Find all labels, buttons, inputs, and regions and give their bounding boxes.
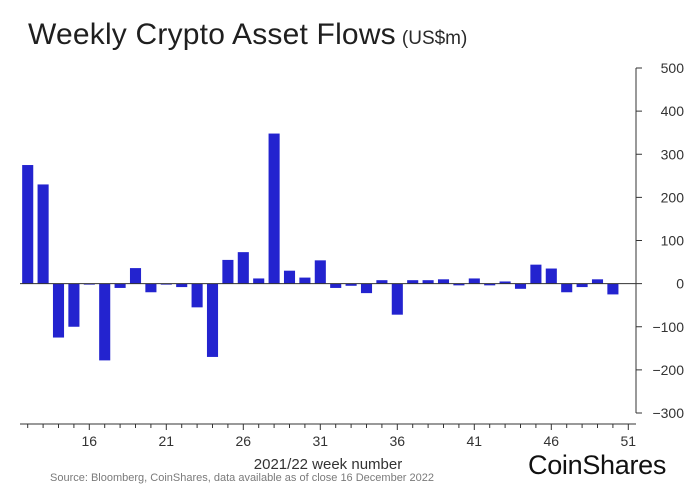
bar-week-35 (376, 280, 388, 284)
bar-week-44 (514, 283, 527, 289)
bar-week-41 (468, 278, 480, 284)
bar-week-49 (591, 279, 604, 284)
bar-week-12 (22, 165, 34, 284)
x-axis: 16 21 26 31 36 41 46 51 (20, 423, 637, 449)
bar-week-21 (160, 283, 172, 285)
bar-week-28 (268, 133, 280, 284)
bar-week-25 (222, 259, 234, 284)
coinshares-logo: CoinShares (528, 450, 667, 480)
bar-week-30 (299, 277, 311, 284)
bar-week-18 (114, 283, 126, 288)
bar-week-48 (576, 283, 588, 288)
bar-week-13 (37, 184, 49, 284)
x-tick-label: 16 (82, 433, 98, 449)
x-tick-label: 41 (467, 433, 483, 449)
x-axis-label: 2021/22 week number (253, 456, 403, 473)
bar-week-26 (237, 252, 249, 284)
bar-week-45 (530, 264, 542, 284)
bar-week-37 (407, 280, 419, 284)
bar-week-20 (145, 283, 157, 293)
bar-week-22 (176, 283, 188, 288)
bar-week-34 (360, 283, 373, 294)
bar-week-16 (83, 283, 95, 285)
y-tick-label: 500 (661, 60, 685, 76)
x-tick-label: 36 (390, 433, 406, 449)
bar-week-43 (499, 281, 511, 284)
y-axis: 500 400 300 200 100 0 −100 −200 −300 (635, 60, 685, 421)
y-tick-label: −200 (652, 362, 684, 378)
chart-title-block: Weekly Crypto Asset Flows (US$m) (28, 18, 467, 52)
bar-week-23 (191, 283, 203, 308)
bar-week-24 (206, 283, 219, 357)
bar-week-14 (52, 283, 65, 338)
y-tick-label: 200 (661, 189, 685, 205)
bar-week-19 (129, 268, 142, 284)
y-tick-label: −100 (652, 319, 684, 335)
bar-week-40 (453, 283, 465, 286)
bar-week-39 (437, 279, 450, 284)
bar-week-42 (484, 283, 496, 286)
x-tick-label: 51 (621, 433, 637, 449)
bars-group (22, 133, 619, 361)
x-tick-label: 31 (313, 433, 329, 449)
bar-week-15 (68, 283, 80, 327)
bar-week-33 (345, 283, 357, 286)
bar-week-38 (422, 280, 434, 284)
bar-week-17 (99, 283, 111, 361)
chart-unit: (US$m) (401, 28, 468, 49)
y-tick-label: −300 (652, 405, 684, 421)
bar-week-31 (314, 260, 326, 284)
x-tick-label: 46 (544, 433, 560, 449)
bar-week-27 (253, 278, 265, 284)
bar-week-50 (607, 283, 619, 295)
x-tick-label: 21 (159, 433, 175, 449)
y-tick-label: 100 (661, 233, 685, 249)
y-tick-label: 0 (676, 276, 684, 292)
bar-week-46 (545, 268, 557, 284)
bar-week-47 (561, 283, 573, 293)
y-tick-label: 400 (661, 103, 685, 119)
x-tick-label: 26 (236, 433, 252, 449)
source-note: Source: Bloomberg, CoinShares, data avai… (50, 472, 435, 484)
y-tick-label: 300 (661, 146, 685, 162)
bar-week-32 (330, 283, 342, 288)
bar-week-29 (283, 270, 296, 284)
chart-title: Weekly Crypto Asset Flows (28, 18, 396, 51)
bar-week-36 (391, 283, 403, 315)
